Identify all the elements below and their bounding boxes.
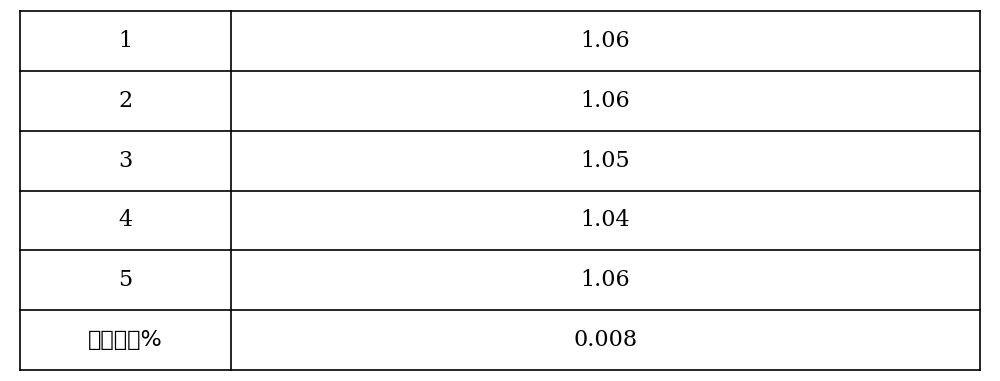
Text: 1.06: 1.06	[581, 30, 630, 52]
Text: 1.06: 1.06	[581, 269, 630, 291]
Text: 3: 3	[118, 150, 133, 172]
Text: 标准偏差%: 标准偏差%	[88, 330, 163, 350]
Text: 2: 2	[119, 90, 133, 112]
Text: 1.06: 1.06	[581, 90, 630, 112]
Text: 0.008: 0.008	[574, 329, 638, 351]
Text: 4: 4	[119, 209, 133, 231]
Text: 1: 1	[119, 30, 133, 52]
Text: 1.04: 1.04	[581, 209, 630, 231]
Text: 5: 5	[119, 269, 133, 291]
Text: 1.05: 1.05	[581, 150, 630, 172]
